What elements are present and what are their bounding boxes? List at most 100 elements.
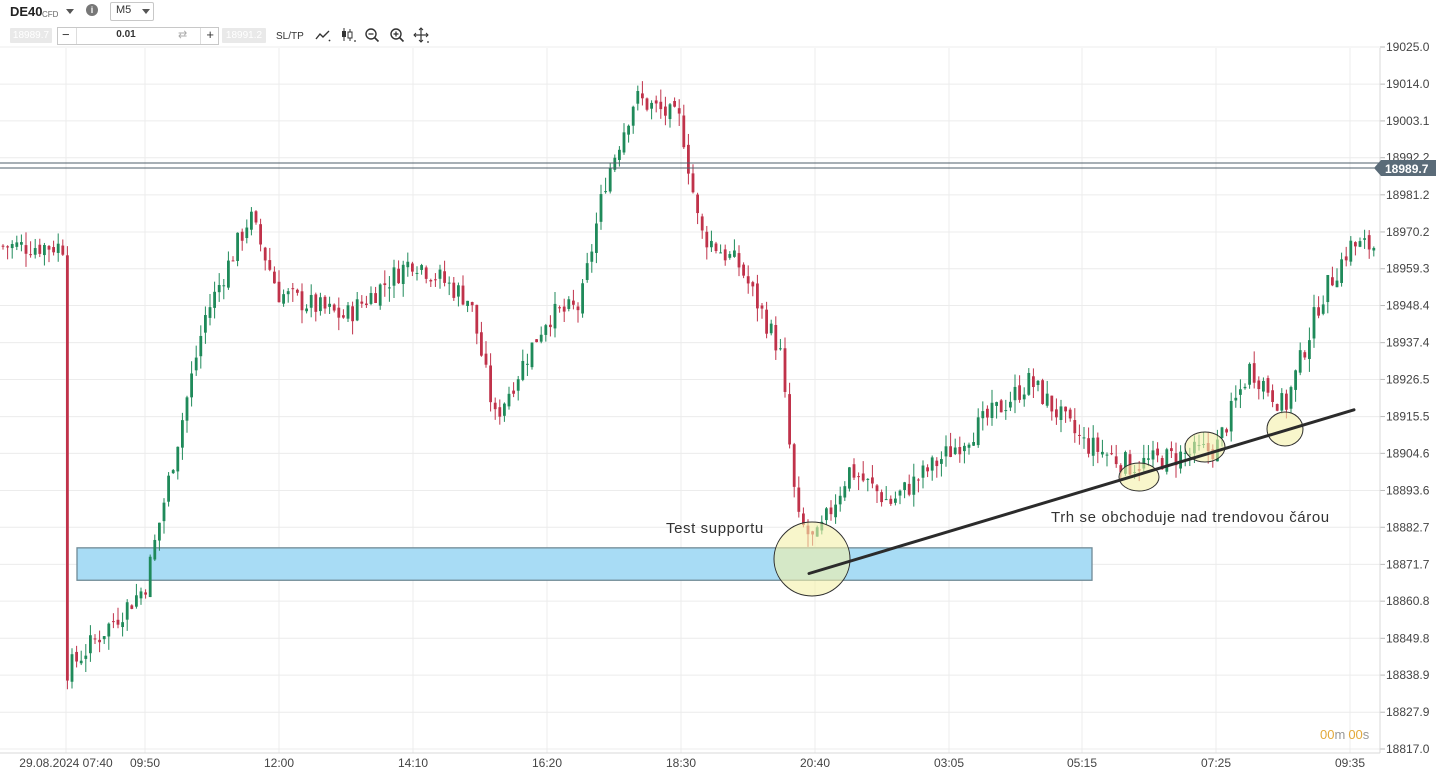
candle-body: [631, 106, 635, 126]
candle-body: [940, 459, 943, 464]
candle-body: [622, 132, 626, 153]
zoom-out-icon[interactable]: [363, 26, 381, 44]
candle-body: [516, 379, 520, 391]
x-tick-label: 14:10: [398, 756, 428, 770]
x-tick-label: 29.08.2024 07:40: [19, 756, 113, 770]
candle-body: [323, 296, 327, 309]
candle-body: [1271, 390, 1274, 402]
candle-body: [438, 269, 442, 279]
candle-body: [710, 240, 713, 248]
candle-body: [875, 485, 879, 492]
highlight-circle: [773, 521, 851, 597]
candle-body: [245, 227, 249, 239]
volume-stepper[interactable]: − 0.01 ⇄ +: [57, 27, 219, 45]
candle-body: [1, 245, 5, 247]
ask-price-box[interactable]: 18991.2: [222, 28, 266, 43]
candle-body: [737, 253, 741, 268]
candle-body: [351, 306, 354, 322]
highlight-circles: [773, 411, 1304, 597]
candle-body: [512, 390, 515, 394]
candle-body: [659, 101, 663, 110]
line-chart-icon[interactable]: [314, 26, 332, 44]
candle-body: [608, 168, 612, 192]
candle-body: [1114, 456, 1118, 465]
candle-body: [949, 446, 952, 457]
candle-body: [66, 255, 69, 681]
candle-body: [1059, 406, 1063, 420]
candle-body: [1179, 451, 1182, 469]
volume-input[interactable]: 0.01: [116, 29, 136, 40]
y-tick-label: 19014.0: [1386, 77, 1430, 91]
candle-body: [52, 247, 55, 253]
candle-body: [986, 408, 989, 418]
candle-body: [1151, 450, 1155, 460]
annotation-trend: Trh se obchoduje nad trendovou čárou: [1051, 509, 1330, 526]
candle-body: [139, 591, 143, 599]
candles-icon[interactable]: [339, 26, 357, 44]
trendline[interactable]: [807, 408, 1356, 575]
candle-body: [1289, 387, 1293, 409]
candle-body: [79, 660, 83, 664]
zoom-in-icon[interactable]: [388, 26, 406, 44]
info-icon[interactable]: i: [86, 4, 98, 16]
support-zone[interactable]: [76, 547, 1093, 581]
symbol-name[interactable]: DE40: [10, 4, 43, 19]
candle-body: [1335, 280, 1339, 288]
candle-body: [240, 231, 244, 241]
candle-body: [24, 245, 28, 254]
y-tick-label: 18893.6: [1386, 483, 1430, 497]
highlight-circle: [1118, 462, 1160, 492]
candle-body: [871, 477, 874, 484]
candle-body: [424, 267, 428, 279]
timer-m: m: [1334, 727, 1345, 742]
candle-body: [627, 125, 630, 135]
candle-body: [70, 654, 74, 682]
timeframe-select[interactable]: M5: [110, 2, 154, 21]
candle-body: [1363, 238, 1366, 240]
candle-body: [1331, 277, 1334, 286]
candle-body: [1119, 465, 1123, 473]
candle-body: [1266, 378, 1270, 393]
y-tick-label: 18904.6: [1386, 446, 1430, 460]
sltp-button[interactable]: SL/TP: [276, 31, 304, 42]
symbol-dropdown-icon[interactable]: [66, 9, 74, 14]
candle-body: [935, 460, 939, 467]
candle-body: [93, 638, 97, 640]
candle-body: [1170, 448, 1173, 452]
candle-body: [1009, 401, 1012, 408]
candle-body: [613, 157, 617, 170]
crosshair-icon[interactable]: [412, 26, 430, 44]
candle-body: [415, 272, 419, 274]
x-tick-label: 09:50: [130, 756, 160, 770]
candle-body: [282, 294, 285, 304]
candle-body: [305, 308, 308, 312]
x-tick-label: 16:20: [532, 756, 562, 770]
candle-body: [397, 268, 400, 284]
bid-price-box[interactable]: 18989.7: [10, 28, 52, 43]
candle-body: [498, 407, 502, 417]
candle-body: [56, 243, 60, 253]
candle-body: [227, 260, 230, 288]
y-axis: 19025.019014.019003.118992.218981.218970…: [1379, 40, 1430, 756]
candle-body: [572, 300, 575, 305]
chevron-down-icon: [142, 9, 150, 14]
swap-icon[interactable]: ⇄: [178, 29, 188, 41]
candle-body: [650, 102, 653, 109]
candle-body: [728, 254, 732, 258]
candle-body: [567, 299, 571, 309]
annotation-test-support: Test supportu: [666, 520, 764, 537]
increase-volume-button[interactable]: +: [206, 27, 214, 42]
candle-body: [889, 498, 893, 504]
candle-body: [1045, 393, 1049, 406]
candle-body: [1294, 370, 1297, 390]
candle-body: [1174, 453, 1178, 466]
decrease-volume-button[interactable]: −: [62, 27, 70, 42]
candle-body: [995, 402, 998, 406]
x-tick-label: 07:25: [1201, 756, 1231, 770]
candle-body: [1220, 427, 1224, 438]
candle-body: [1367, 235, 1371, 250]
candle-body: [89, 635, 92, 654]
y-tick-label: 18959.3: [1386, 262, 1430, 276]
candle-body: [691, 173, 695, 193]
